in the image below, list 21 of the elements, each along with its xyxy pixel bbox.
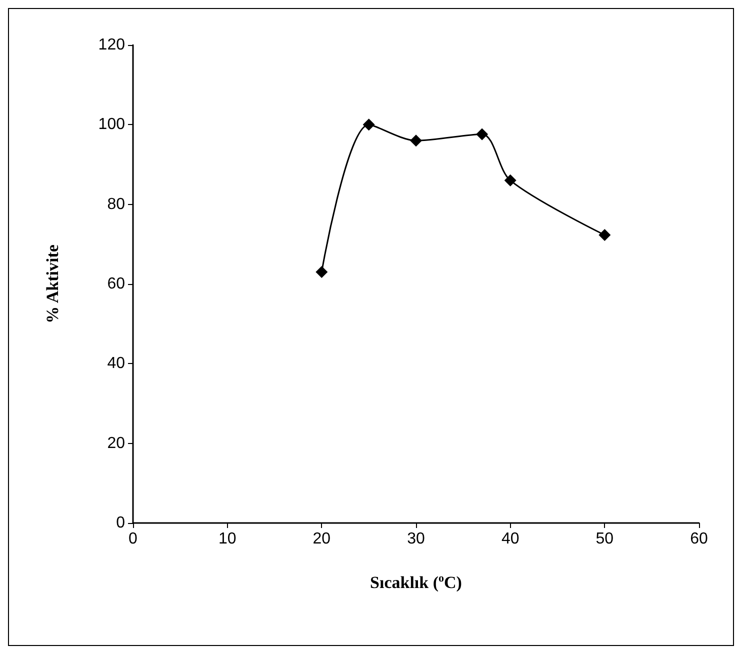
x-tick-label: 20 [312,530,331,548]
point [410,134,422,147]
y-tick-label: 40 [107,355,126,372]
y-tick-label: 100 [98,116,126,134]
point [362,118,375,131]
y-tick-label: 80 [107,196,126,213]
x-tick-label: 10 [218,530,236,548]
x-tick-label: 60 [690,530,708,548]
x-tick-label: 0 [128,530,138,548]
x-tick-label: 30 [407,530,425,548]
point [504,174,516,186]
y-tick-label: 60 [107,276,126,292]
point [598,229,611,242]
y-axis-title: % Aktivite [43,244,62,324]
x-tick-label: 50 [596,530,614,548]
point [476,128,488,140]
x-tick-label: 40 [501,530,520,548]
y-tick-label: 0 [116,514,126,532]
y-tick-label: 120 [98,36,126,54]
y-tick-label: 20 [107,434,126,452]
point [316,266,328,278]
